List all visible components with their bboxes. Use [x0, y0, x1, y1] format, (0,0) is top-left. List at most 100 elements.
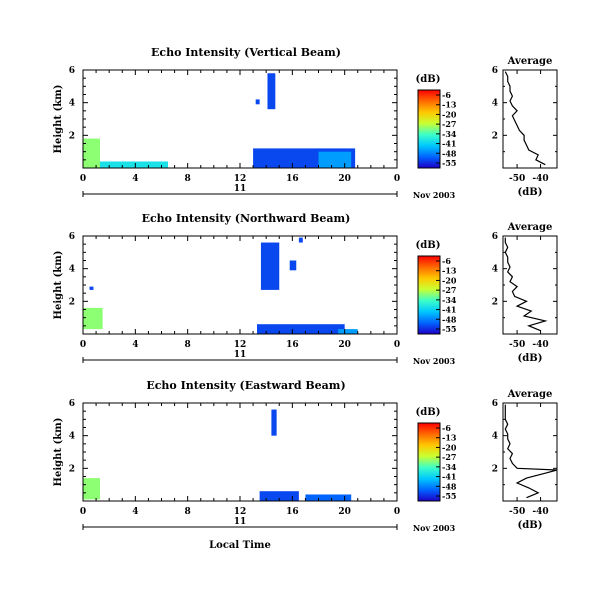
profile-title: Average: [507, 222, 553, 233]
colorbar-tick-label: -6: [442, 90, 451, 100]
date-label: Nov 2003: [413, 356, 456, 366]
profile-x-label: (dB): [518, 520, 543, 531]
profile-y-tick-label: 6: [492, 399, 498, 409]
echo-cell: [338, 329, 358, 334]
colorbar-unit: (dB): [416, 74, 441, 85]
y-tick-label: 6: [69, 66, 75, 76]
x-tick-label: 4: [132, 507, 138, 517]
x-tick-label: 0: [80, 507, 86, 517]
day-label: 11: [234, 517, 247, 527]
colorbar-tick-label: -55: [442, 158, 456, 168]
y-tick-label: 2: [69, 297, 75, 307]
colorbar-tick-label: -13: [442, 266, 457, 276]
x-tick-label: 12: [234, 340, 247, 350]
profile-x-tick-label: -40: [532, 340, 548, 350]
chart-title: Echo Intensity (Northward Beam): [142, 212, 351, 225]
echo-cell: [83, 478, 101, 500]
y-tick-label: 6: [69, 399, 75, 409]
echo-cell: [298, 237, 303, 243]
profile-x-label: (dB): [518, 187, 543, 198]
colorbar-tick-label: -20: [442, 275, 457, 285]
colorbar-tick-label: -27: [442, 119, 456, 129]
colorbar: [417, 255, 441, 335]
day-label: 11: [234, 350, 247, 360]
profile-x-tick-label: -40: [532, 174, 548, 184]
colorbar-tick-label: -41: [442, 139, 456, 149]
echo-cell: [260, 242, 280, 290]
profile-y-tick-label: 2: [492, 297, 498, 307]
x-tick-label: 20: [338, 174, 351, 184]
profile-y-tick-label: 6: [492, 66, 498, 76]
x-tick-label: 0: [80, 174, 86, 184]
echo-cell: [257, 324, 345, 334]
y-axis-label: Height (km): [53, 418, 64, 487]
x-tick-label: 0: [394, 340, 400, 350]
echo-cell: [318, 151, 352, 168]
colorbar-tick-label: -13: [442, 100, 457, 110]
x-tick-label: 8: [185, 507, 191, 517]
chart-title: Echo Intensity (Eastward Beam): [146, 379, 345, 392]
echo-cell: [83, 138, 101, 168]
echo-cell: [100, 161, 169, 168]
profile-y-tick-label: 6: [492, 232, 498, 242]
y-axis-label: Height (km): [53, 251, 64, 320]
echo-cell: [267, 73, 276, 110]
x-tick-label: 0: [80, 340, 86, 350]
profile-y-tick-label: 2: [492, 464, 498, 474]
x-tick-label: 4: [132, 174, 138, 184]
echo-cell: [259, 491, 299, 501]
colorbar-tick-label: -34: [442, 462, 457, 472]
colorbar-tick-label: -20: [442, 109, 457, 119]
colorbar-tick-label: -48: [442, 314, 457, 324]
colorbar-tick-label: -20: [442, 442, 457, 452]
chart-title: Echo Intensity (Vertical Beam): [151, 46, 341, 59]
x-tick-label: 20: [338, 340, 351, 350]
profile-line: [504, 404, 558, 499]
colorbar-tick-label: -6: [442, 423, 451, 433]
echo-cell: [305, 494, 352, 501]
echo-cell: [289, 260, 297, 271]
x-axis-label: Local Time: [209, 540, 271, 551]
colorbar-tick-label: -41: [442, 472, 456, 482]
colorbar-tick-label: -13: [442, 433, 457, 443]
profile-x-label: (dB): [518, 353, 543, 364]
profile-y-tick-label: 4: [492, 265, 498, 275]
x-tick-label: 16: [286, 174, 299, 184]
y-tick-label: 4: [69, 265, 75, 275]
date-label: Nov 2003: [413, 190, 456, 200]
y-tick-label: 4: [69, 99, 75, 109]
colorbar-unit: (dB): [416, 240, 441, 251]
profile-x-tick-label: -50: [509, 174, 525, 184]
echo-cell: [255, 99, 260, 105]
colorbar-tick-label: -48: [442, 148, 457, 158]
x-tick-label: 12: [234, 174, 247, 184]
profile-line: [504, 237, 548, 332]
colorbar: [417, 89, 441, 169]
day-label: 11: [234, 184, 247, 194]
x-tick-label: 4: [132, 340, 138, 350]
profile-frame: [502, 69, 558, 169]
colorbar-tick-label: -41: [442, 305, 456, 315]
x-tick-label: 12: [234, 507, 247, 517]
profile-y-tick-label: 4: [492, 99, 498, 109]
profile-title: Average: [507, 56, 553, 67]
y-tick-label: 2: [69, 131, 75, 141]
colorbar-unit: (dB): [416, 407, 441, 418]
colorbar-tick-label: -27: [442, 285, 456, 295]
y-axis-label: Height (km): [53, 85, 64, 154]
profile-x-tick-label: -40: [532, 507, 548, 517]
profile-y-tick-label: 2: [492, 131, 498, 141]
colorbar-tick-label: -34: [442, 129, 457, 139]
colorbar-tick-label: -6: [442, 256, 451, 266]
colorbar-tick-label: -27: [442, 452, 456, 462]
profile-x-tick-label: -50: [509, 507, 525, 517]
echo-cell: [271, 409, 277, 436]
plot-frame: [82, 235, 398, 335]
y-tick-label: 4: [69, 432, 75, 442]
profile-y-tick-label: 4: [492, 432, 498, 442]
profile-line: [504, 71, 546, 166]
x-tick-label: 8: [185, 174, 191, 184]
colorbar: [417, 422, 441, 502]
date-label: Nov 2003: [413, 523, 456, 533]
